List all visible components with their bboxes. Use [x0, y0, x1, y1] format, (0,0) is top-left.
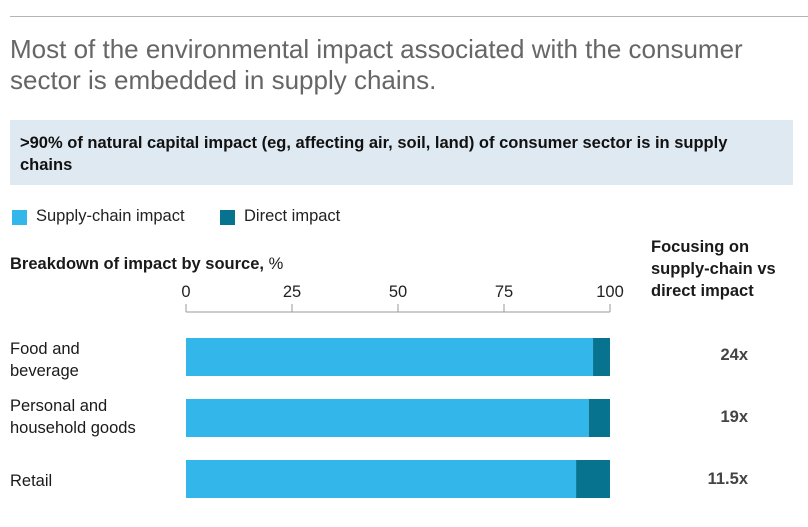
x-tick-label-50: 50: [389, 283, 407, 301]
bar-supply-chain-2: [186, 460, 577, 498]
chart-subtitle-unit: %: [263, 255, 284, 273]
category-label-line-2: beverage: [10, 362, 79, 380]
ratio-value-personal-household: 19x: [720, 408, 748, 426]
category-label-line-1: Food and: [10, 340, 80, 358]
bar-direct-1: [588, 399, 610, 437]
x-tick-label-0: 0: [181, 283, 190, 301]
legend-swatch-supply: [12, 210, 27, 225]
category-label-food-beverage: Food and beverage: [10, 338, 80, 382]
category-label-line-2: household goods: [10, 419, 136, 437]
category-label-personal-household: Personal and household goods: [10, 395, 136, 439]
headline-line-2: sector is embedded in supply chains.: [10, 65, 437, 95]
bar-direct-2: [576, 460, 610, 498]
top-divider: [10, 16, 808, 17]
x-tick-label-25: 25: [283, 283, 301, 301]
ratio-value-food-beverage: 24x: [720, 346, 748, 364]
ratio-column-header: Focusing on supply-chain vs direct impac…: [651, 238, 776, 300]
category-label-line-1: Personal and: [10, 397, 108, 415]
callout-box: >90% of natural capital impact (eg, affe…: [10, 120, 793, 185]
legend-label-supply: Supply-chain impact: [36, 207, 185, 225]
bar-direct-0: [593, 338, 610, 376]
headline-line-1: Most of the environmental impact associa…: [10, 34, 743, 64]
legend-swatch-direct: [220, 210, 235, 225]
ratio-value-retail: 11.5x: [707, 470, 748, 488]
legend-label-direct: Direct impact: [244, 207, 341, 225]
x-tick-label-75: 75: [495, 283, 513, 301]
bar-supply-chain-1: [186, 399, 589, 437]
category-label-retail: Retail: [10, 470, 52, 492]
chart-subtitle-text: Breakdown of impact by source,: [10, 255, 264, 273]
bar-supply-chain-0: [186, 338, 594, 376]
category-label-line-1: Retail: [10, 472, 53, 490]
chart-subtitle: Breakdown of impact by source, %: [10, 255, 283, 274]
x-tick-label-100: 100: [596, 283, 624, 301]
headline: Most of the environmental impact associa…: [10, 34, 808, 96]
